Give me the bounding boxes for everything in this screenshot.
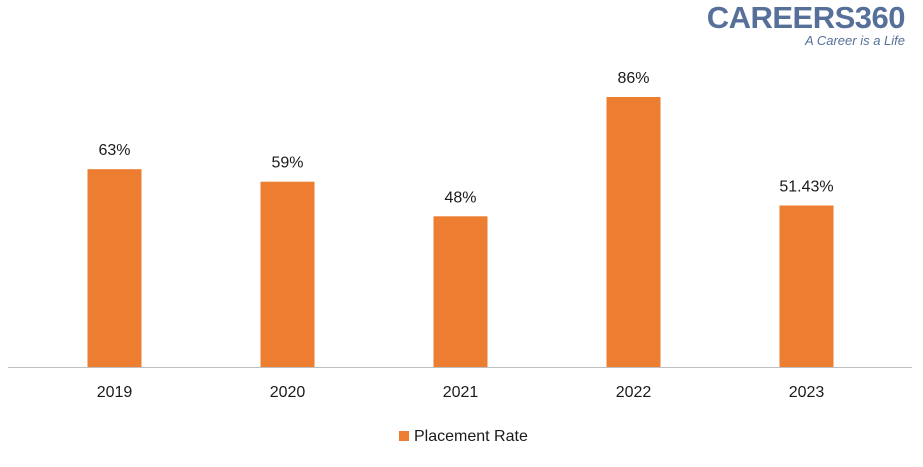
bars-group	[87, 97, 834, 367]
data-label-2021: 48%	[444, 189, 476, 206]
bar-2019	[87, 169, 142, 367]
brand-tagline: A Career is a Life	[805, 33, 905, 48]
x-tick-labels-group: 2019 2020 2021 2022 2023	[97, 384, 825, 401]
x-tick-label-2020: 2020	[270, 384, 306, 401]
bar-2023	[779, 205, 834, 367]
brand-name: CAREERS360	[706, 0, 906, 35]
x-tick-label-2021: 2021	[443, 384, 479, 401]
data-label-2019: 63%	[98, 142, 130, 159]
x-tick-label-2022: 2022	[616, 384, 652, 401]
legend: Placement Rate	[399, 428, 528, 445]
brand-logo: CAREERS360 A Career is a Life	[706, 0, 906, 48]
bar-2022	[606, 97, 661, 367]
data-label-2022: 86%	[617, 70, 649, 87]
x-tick-label-2023: 2023	[789, 384, 825, 401]
data-labels-group: 63% 59% 48% 86% 51.43%	[98, 70, 833, 206]
x-tick-label-2019: 2019	[97, 384, 133, 401]
data-label-2023: 51.43%	[779, 179, 833, 196]
bar-2020	[260, 181, 315, 367]
bar-2021	[433, 216, 488, 367]
legend-label-placement-rate: Placement Rate	[414, 428, 528, 445]
legend-swatch-placement-rate	[399, 431, 409, 441]
data-label-2020: 59%	[271, 155, 303, 172]
